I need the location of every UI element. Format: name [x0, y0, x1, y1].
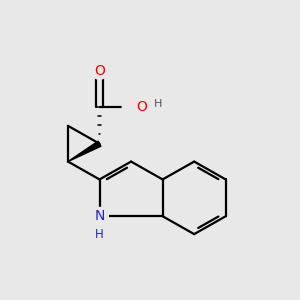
- Text: H: H: [154, 99, 163, 109]
- Circle shape: [122, 98, 140, 116]
- Text: H: H: [95, 228, 104, 241]
- Circle shape: [91, 207, 108, 225]
- Circle shape: [91, 63, 108, 79]
- Polygon shape: [68, 141, 101, 162]
- Text: O: O: [136, 100, 147, 114]
- Text: N: N: [94, 209, 105, 223]
- Text: O: O: [94, 64, 105, 78]
